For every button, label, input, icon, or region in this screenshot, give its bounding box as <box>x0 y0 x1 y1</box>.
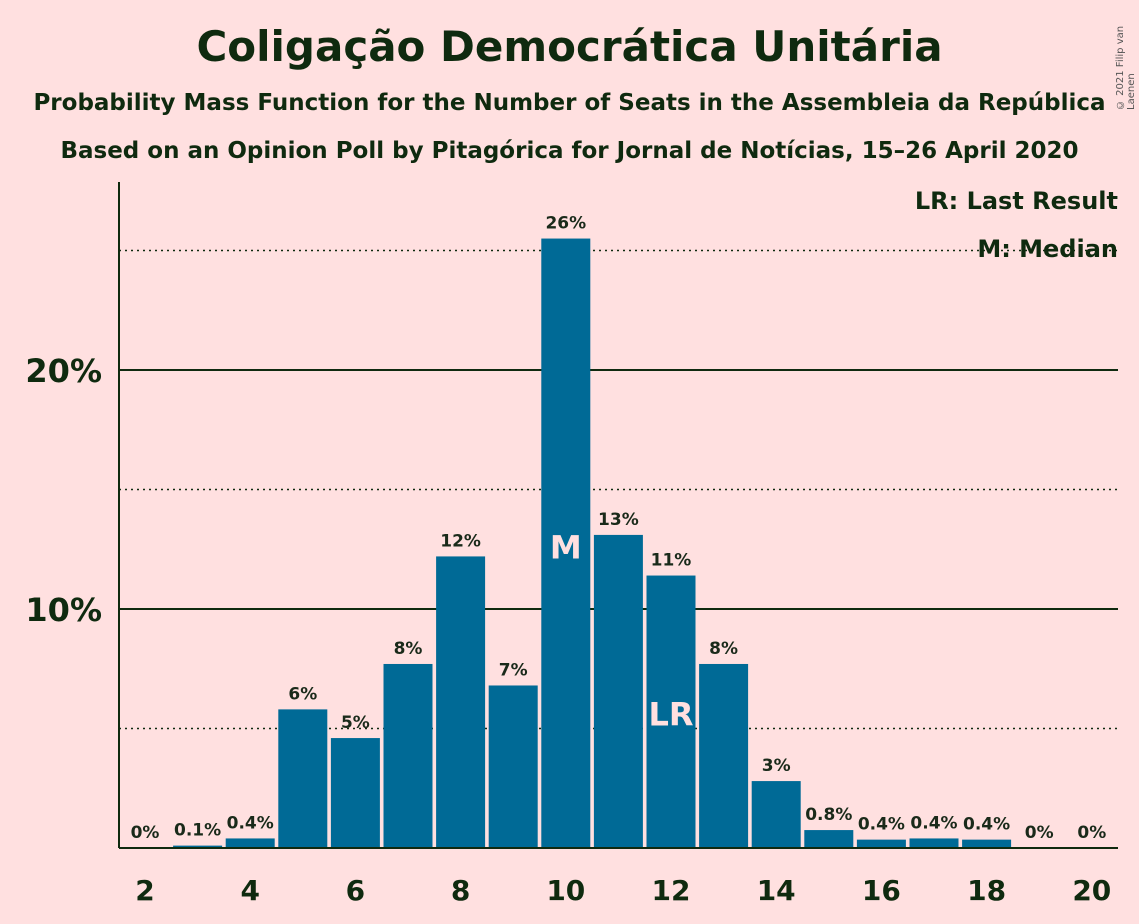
x-tick-label: 12 <box>652 874 691 907</box>
chart-title: Coligação Democrática Unitária <box>196 22 943 71</box>
bar-value-label: 11% <box>651 551 692 571</box>
bar-value-label: 0.1% <box>174 821 221 841</box>
bar-seat-13 <box>699 663 749 848</box>
bar-value-label: 13% <box>598 510 639 530</box>
x-tick-label: 10 <box>546 874 585 907</box>
x-tick-label: 14 <box>757 874 796 907</box>
axes: 2 4 6 8 10 12 14 16 18 20 10% 20% <box>25 182 1118 907</box>
bar-seat-10 <box>541 238 591 849</box>
bar-seat-6 <box>330 738 380 848</box>
legend-entry: LR: Last Result <box>915 187 1118 215</box>
y-tick-label: 20% <box>25 352 102 390</box>
bar-seat-15 <box>804 830 854 848</box>
bar-value-label: 12% <box>440 531 481 551</box>
bar-seat-3 <box>173 845 223 848</box>
bar-labels: 0% 0.1% 0.4% 6% 5% 8% 12% 7% 26% 13% 11% 8% 3% 0.8% 0.… <box>131 214 1107 843</box>
bar-seat-11 <box>593 534 643 848</box>
bar-value-label: 8% <box>394 639 423 659</box>
bar-value-label: 7% <box>499 660 528 680</box>
x-tick-label: 18 <box>967 874 1006 907</box>
bar-seat-14 <box>751 781 801 848</box>
bar-seat-16 <box>856 839 906 848</box>
bar-seat-7 <box>383 663 433 848</box>
chart-source-subtitle: Based on an Opinion Poll by Pitagórica f… <box>60 138 1079 164</box>
bar-value-label: 8% <box>709 639 738 659</box>
bar-value-label: 26% <box>545 214 586 234</box>
bar-value-label: 0.4% <box>910 813 957 833</box>
bar-value-label: 0% <box>1025 823 1054 843</box>
bar-value-label: 0.8% <box>805 805 852 825</box>
last-result-marker: LR <box>648 696 693 734</box>
x-tick-label: 6 <box>346 874 365 907</box>
bar-seat-4 <box>225 838 275 848</box>
x-tick-label: 2 <box>135 874 154 907</box>
y-tick-label: 10% <box>25 591 102 629</box>
x-tick-label: 20 <box>1072 874 1111 907</box>
bar-seat-12 <box>646 575 696 848</box>
bar-seat-5 <box>278 709 328 848</box>
bars <box>173 238 1012 849</box>
bar-value-label: 3% <box>762 756 791 776</box>
bar-value-label: 5% <box>341 713 370 733</box>
median-marker: M <box>550 529 582 567</box>
legend: LR: Last Result M: Median <box>915 187 1118 263</box>
x-tick-label: 8 <box>451 874 470 907</box>
bar-value-label: 0.4% <box>227 813 274 833</box>
bar-value-label: 0.4% <box>963 815 1010 835</box>
legend-entry: M: Median <box>977 235 1118 263</box>
bar-seat-17 <box>909 838 959 848</box>
chart-subtitle: Probability Mass Function for the Number… <box>33 90 1106 116</box>
bar-seat-18 <box>962 839 1012 848</box>
x-tick-label: 4 <box>240 874 259 907</box>
bar-seat-9 <box>488 685 538 848</box>
bar-seat-8 <box>436 556 486 848</box>
bar-value-label: 6% <box>288 684 317 704</box>
x-tick-label: 16 <box>862 874 901 907</box>
bar-value-label: 0% <box>131 823 160 843</box>
bar-value-label: 0% <box>1077 823 1106 843</box>
bar-value-label: 0.4% <box>858 815 905 835</box>
